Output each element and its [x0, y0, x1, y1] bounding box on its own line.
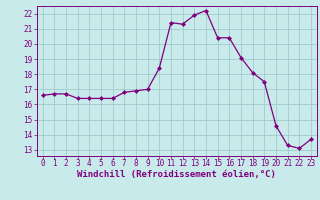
X-axis label: Windchill (Refroidissement éolien,°C): Windchill (Refroidissement éolien,°C)	[77, 170, 276, 179]
